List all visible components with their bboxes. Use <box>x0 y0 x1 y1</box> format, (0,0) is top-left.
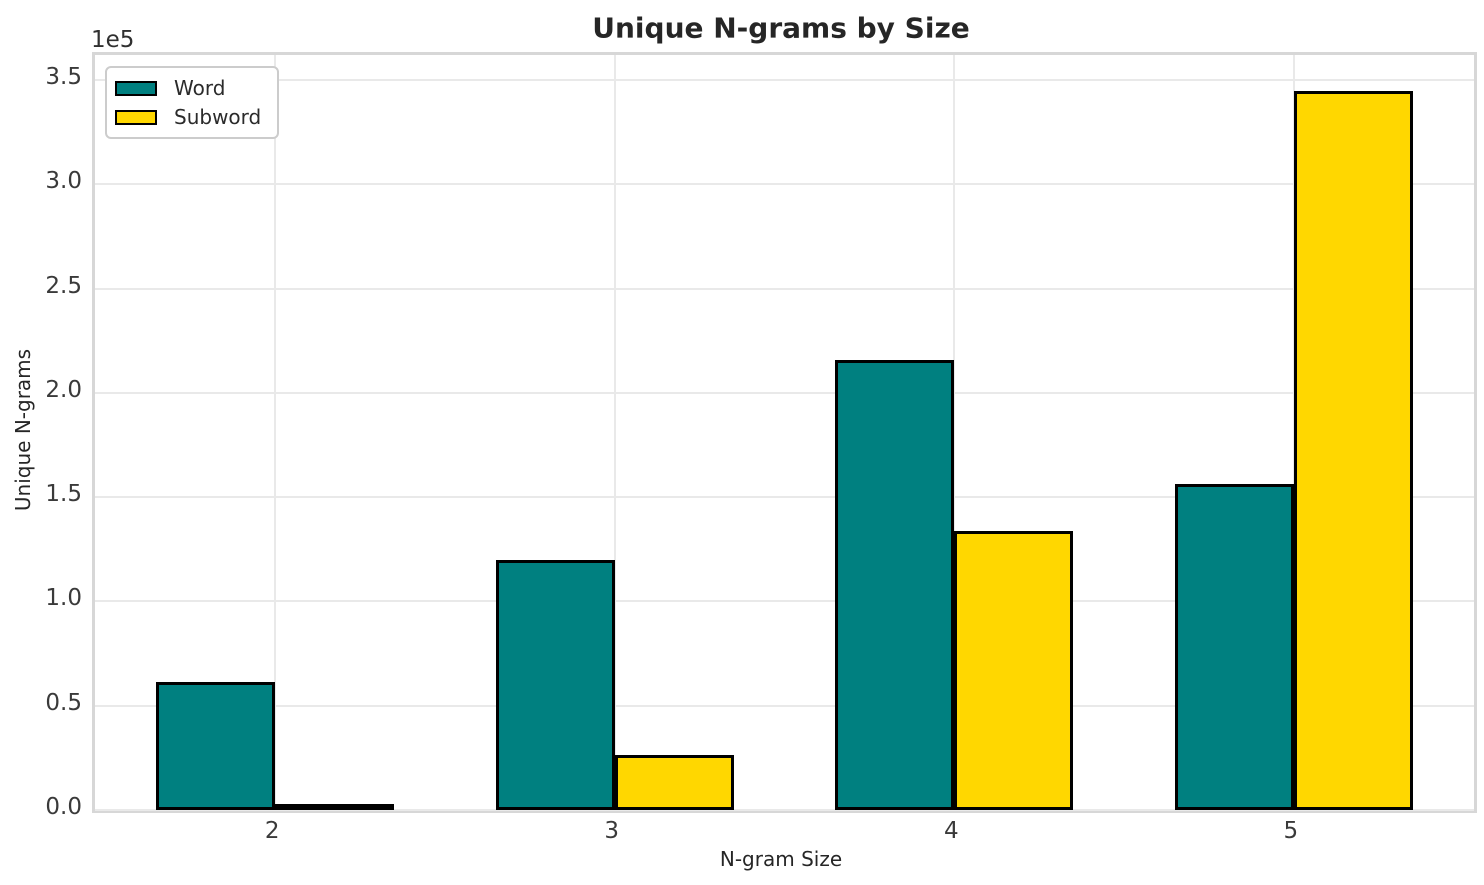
gridline-vertical <box>613 55 616 810</box>
legend-swatch-subword <box>115 109 157 125</box>
bar-word-5 <box>1174 483 1294 810</box>
y-axis-offset-label: 1e5 <box>91 27 135 53</box>
bar-subword-3 <box>614 754 734 810</box>
bar-word-2 <box>156 681 276 810</box>
gridline-horizontal <box>95 704 1474 707</box>
bar-subword-2 <box>275 803 395 810</box>
x-tick-label: 5 <box>1283 818 1299 844</box>
legend-item-word: Word <box>115 77 261 99</box>
gridline-horizontal <box>95 600 1474 603</box>
y-tick-label: 2.5 <box>45 272 82 299</box>
legend-label-word: Word <box>174 76 226 100</box>
x-tick-label: 2 <box>264 818 280 844</box>
gridline-horizontal <box>95 496 1474 499</box>
y-tick-label: 1.0 <box>45 585 82 612</box>
y-tick-label: 3.0 <box>45 168 82 195</box>
bar-word-3 <box>495 559 615 810</box>
x-tick-label: 4 <box>943 818 959 844</box>
chart-title: Unique N-grams by Size <box>592 11 970 45</box>
legend-item-subword: Subword <box>115 106 261 128</box>
gridline-vertical <box>274 55 277 810</box>
plot-area: Word Subword <box>92 52 1477 813</box>
gridline-horizontal <box>95 79 1474 82</box>
gridline-horizontal <box>95 809 1474 811</box>
x-tick-label: 3 <box>604 818 620 844</box>
gridline-horizontal <box>95 183 1474 186</box>
y-tick-label: 3.5 <box>45 64 82 91</box>
legend-label-subword: Subword <box>174 105 262 129</box>
y-tick-label: 2.0 <box>45 376 82 403</box>
gridline-vertical <box>953 55 956 810</box>
bar-subword-5 <box>1293 91 1413 810</box>
bar-word-4 <box>835 359 955 810</box>
y-axis-label: Unique N-grams <box>11 348 35 512</box>
y-tick-label: 0.0 <box>45 794 82 820</box>
legend: Word Subword <box>105 66 280 139</box>
legend-swatch-word <box>115 80 157 96</box>
bar-subword-4 <box>954 530 1074 810</box>
y-tick-label: 1.5 <box>45 481 82 508</box>
y-tick-label: 0.5 <box>45 689 82 716</box>
x-axis-label: N-gram Size <box>719 847 843 871</box>
gridline-horizontal <box>95 287 1474 290</box>
gridline-horizontal <box>95 391 1474 394</box>
